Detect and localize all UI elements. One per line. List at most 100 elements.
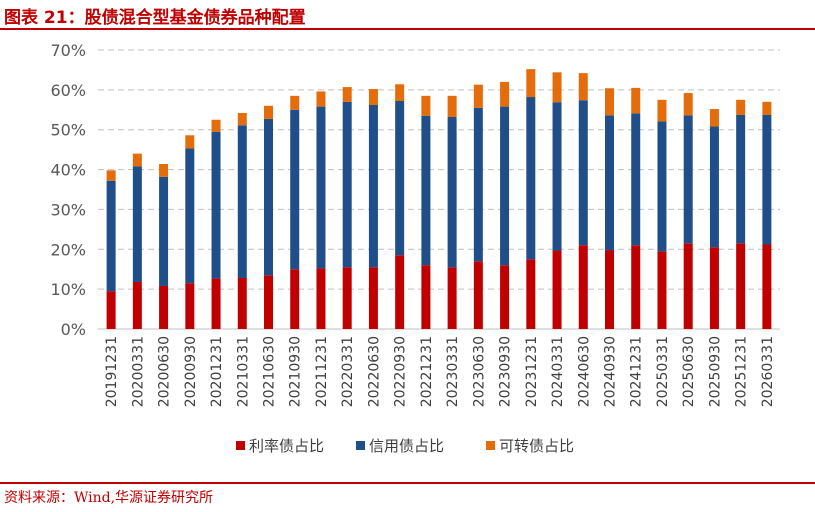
- x-tick-label: 20230630: [471, 336, 487, 407]
- bar-segment: [421, 265, 431, 329]
- bar-segment: [159, 285, 169, 329]
- bar-segment: [500, 81, 510, 107]
- bar-segment: [578, 73, 588, 101]
- bar-segment: [237, 277, 247, 329]
- x-tick-label: 20200930: [183, 336, 199, 407]
- bar-segment: [552, 102, 562, 251]
- bar-segment: [605, 115, 614, 251]
- bar-segment: [473, 84, 483, 108]
- bar-segment: [605, 88, 614, 116]
- bar-segment: [578, 100, 588, 246]
- figure-title: 图表 21：股债混合型基金债券品种配置: [4, 8, 306, 28]
- bar-segment: [342, 101, 352, 268]
- bar-segment: [368, 89, 378, 106]
- bar-segment: [762, 114, 772, 245]
- x-tick-label: 20210331: [235, 336, 251, 407]
- stacked-bar-chart: 0% 10% 20% 30% 40% 50% 60% 70% 20191231 20200331…: [50, 41, 780, 455]
- x-tick-label: 20250930: [707, 336, 723, 407]
- x-tick-label: 20210630: [262, 336, 278, 407]
- y-tick-label: 10%: [50, 280, 86, 299]
- bar-segment: [657, 121, 667, 252]
- x-axis-ticks: 20191231 20200331 20200630 20200930 20201231…: [104, 336, 776, 407]
- bar-segment: [605, 250, 614, 329]
- bars: [106, 69, 772, 329]
- x-tick-label: 20201231: [209, 336, 225, 407]
- bar-segment: [368, 267, 378, 329]
- bar-segment: [211, 131, 221, 279]
- y-tick-label: 40%: [50, 161, 86, 180]
- gridlines: [98, 49, 780, 330]
- bar-segment: [683, 93, 693, 116]
- legend: 利率债占比 信用债占比 可转债占比: [236, 437, 574, 455]
- bar-segment: [683, 115, 693, 244]
- bar-segment: [132, 281, 142, 329]
- bar-segment: [316, 106, 326, 269]
- bar-segment: [264, 118, 273, 276]
- bar-segment: [290, 95, 300, 110]
- bar-segment: [395, 84, 405, 102]
- y-axis-ticks: 0% 10% 20% 30% 40% 50% 60% 70%: [50, 41, 86, 339]
- bar-segment: [631, 245, 641, 329]
- x-tick-label: 20221231: [419, 336, 435, 407]
- bar-segment: [526, 69, 536, 98]
- bar-segment: [395, 255, 405, 329]
- legend-swatch: [236, 441, 245, 450]
- x-tick-label: 20250630: [681, 336, 697, 407]
- x-tick-label: 20231231: [524, 336, 540, 407]
- x-tick-label: 20240930: [603, 336, 619, 407]
- y-tick-label: 50%: [50, 121, 86, 140]
- x-tick-label: 20250331: [655, 336, 671, 407]
- x-tick-label: 20220930: [393, 336, 409, 407]
- y-tick-label: 60%: [50, 81, 86, 100]
- x-tick-label: 20191231: [104, 336, 120, 407]
- bar-segment: [447, 267, 457, 329]
- bar-segment: [159, 176, 169, 286]
- x-tick-label: 20220331: [340, 336, 356, 407]
- x-tick-label: 20210930: [288, 336, 304, 407]
- bar-segment: [500, 106, 510, 266]
- bar-segment: [631, 113, 641, 246]
- bar-segment: [709, 108, 719, 127]
- source-note: 资料来源：Wind,华源证券研究所: [4, 490, 214, 506]
- bar-segment: [473, 261, 483, 329]
- bar-segment: [709, 247, 719, 329]
- bar-segment: [473, 107, 483, 262]
- y-tick-label: 20%: [50, 240, 86, 259]
- x-tick-label: 20240630: [576, 336, 592, 407]
- bar-segment: [552, 250, 562, 329]
- x-tick-label: 20240331: [550, 336, 566, 407]
- x-tick-label: 20230930: [498, 336, 514, 407]
- legend-label: 信用债占比: [369, 437, 444, 455]
- x-tick-label: 20241231: [629, 336, 645, 407]
- bar-segment: [106, 170, 116, 181]
- bar-segment: [736, 243, 746, 329]
- bar-segment: [132, 166, 142, 282]
- y-tick-label: 70%: [50, 41, 86, 60]
- legend-swatch: [356, 441, 365, 450]
- title-rule: [0, 28, 815, 30]
- bar-segment: [316, 91, 326, 107]
- y-tick-label: 0%: [61, 320, 86, 339]
- bar-segment: [106, 180, 116, 292]
- x-tick-label: 20220630: [366, 336, 382, 407]
- y-tick-label: 30%: [50, 200, 86, 219]
- bar-segment: [447, 116, 457, 268]
- bar-segment: [631, 87, 641, 114]
- bar-segment: [552, 72, 562, 103]
- bar-segment: [185, 283, 195, 329]
- bar-segment: [237, 112, 247, 126]
- bar-segment: [736, 99, 746, 115]
- legend-swatch: [486, 441, 495, 450]
- bar-segment: [657, 99, 667, 122]
- bar-segment: [264, 105, 273, 119]
- bar-segment: [211, 119, 221, 132]
- x-tick-label: 20260331: [760, 336, 776, 407]
- bar-segment: [211, 278, 221, 329]
- bar-segment: [421, 115, 431, 266]
- bar-segment: [342, 87, 352, 102]
- bar-segment: [185, 135, 195, 149]
- bar-segment: [316, 268, 326, 329]
- bar-segment: [526, 259, 536, 329]
- bar-segment: [762, 244, 772, 329]
- bar-segment: [762, 101, 772, 115]
